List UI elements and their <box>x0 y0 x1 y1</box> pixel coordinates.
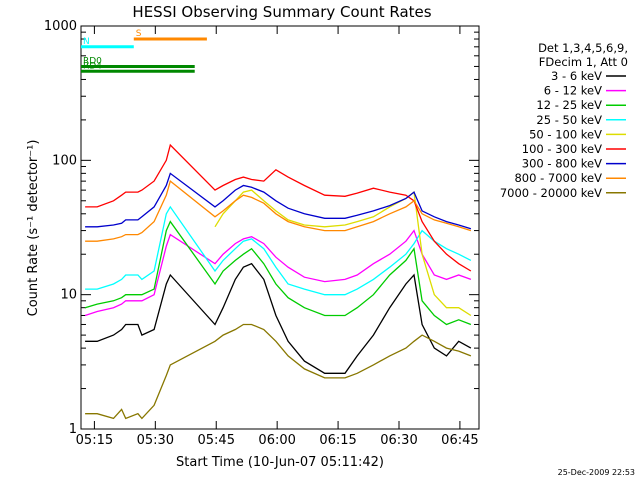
plot-area <box>80 25 480 430</box>
y-tick-label: 1 <box>69 422 77 437</box>
x-tick-label: 05:30 <box>137 433 174 448</box>
series-line <box>85 143 472 272</box>
legend-header: Det 1,3,4,5,6,9, <box>538 41 628 55</box>
x-axis-label: Start Time (10-Jun-07 05:11:42) <box>176 455 384 470</box>
legend: Det 1,3,4,5,6,9,FDecim 1, Att 03 - 6 keV… <box>500 41 628 200</box>
legend-entry: 300 - 800 keV <box>522 157 602 171</box>
timestamp: 25-Dec-2009 22:53 <box>558 468 635 477</box>
legend-entry: 6 - 12 keV <box>544 84 602 98</box>
series-line <box>214 189 472 317</box>
x-tick-label: 06:00 <box>258 433 295 448</box>
x-tick-label: 05:45 <box>198 433 235 448</box>
x-tick-label: 06:15 <box>319 433 356 448</box>
series-line <box>85 179 472 242</box>
legend-entry: 100 - 300 keV <box>522 142 602 156</box>
series-lines <box>84 143 472 420</box>
state-bar-label: S <box>136 29 142 39</box>
legend-entry: 800 - 7000 keV <box>514 171 602 185</box>
y-tick-label: 10 <box>60 288 77 303</box>
state-bar-label: N <box>83 37 90 47</box>
legend-entry: 25 - 50 keV <box>536 113 602 127</box>
series-line <box>84 229 472 317</box>
legend-header: FDecim 1, Att 0 <box>539 55 628 69</box>
state-bar-label: RD0 <box>83 56 102 66</box>
state-bar-label: RD4 <box>83 61 102 71</box>
legend-entry: 7000 - 20000 keV <box>500 186 602 200</box>
chart-title: HESSI Observing Summary Count Rates <box>132 3 431 21</box>
legend-entry: 50 - 100 keV <box>529 127 602 141</box>
y-tick-label: 1000 <box>44 19 77 34</box>
series-line <box>85 262 472 374</box>
y-tick-label: 100 <box>52 153 77 168</box>
y-axis-label: Count Rate (s⁻¹ detector⁻¹) <box>26 140 41 317</box>
series-line <box>85 205 472 296</box>
x-tick-label: 06:45 <box>441 433 478 448</box>
x-tick-label: 06:30 <box>380 433 417 448</box>
legend-entry: 3 - 6 keV <box>551 69 602 83</box>
x-tick-label: 05:15 <box>76 433 113 448</box>
series-line <box>85 323 472 420</box>
x-axis: 05:15 05:30 05:45 06:00 06:15 06:30 06:45 <box>76 26 479 448</box>
series-line <box>85 172 472 230</box>
series-line <box>84 220 472 326</box>
y-axis: 1 10 100 1000 <box>44 19 479 437</box>
legend-entry: 12 - 25 keV <box>536 98 602 112</box>
